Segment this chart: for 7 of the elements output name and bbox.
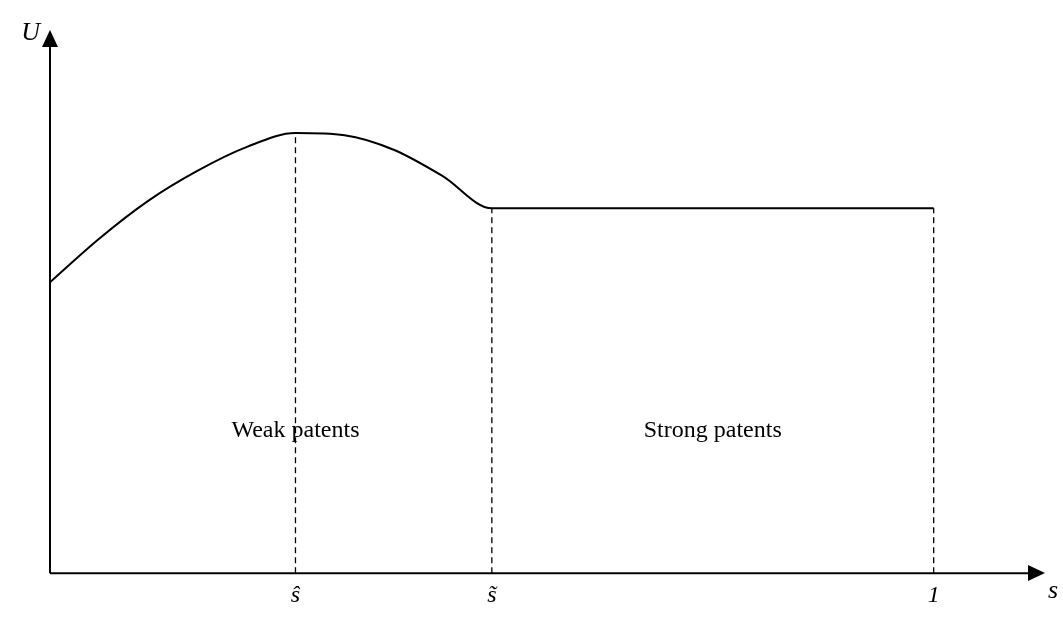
x-tick-label: 1 [927,580,940,607]
x-tick-label: ŝ [290,580,301,607]
x-tick-label: s̃ [487,580,498,607]
x-axis-title: s [1048,575,1059,605]
annotation: Strong patents [643,416,782,443]
annotation: Weak patents [231,416,360,443]
y-axis-title: U [21,16,43,46]
